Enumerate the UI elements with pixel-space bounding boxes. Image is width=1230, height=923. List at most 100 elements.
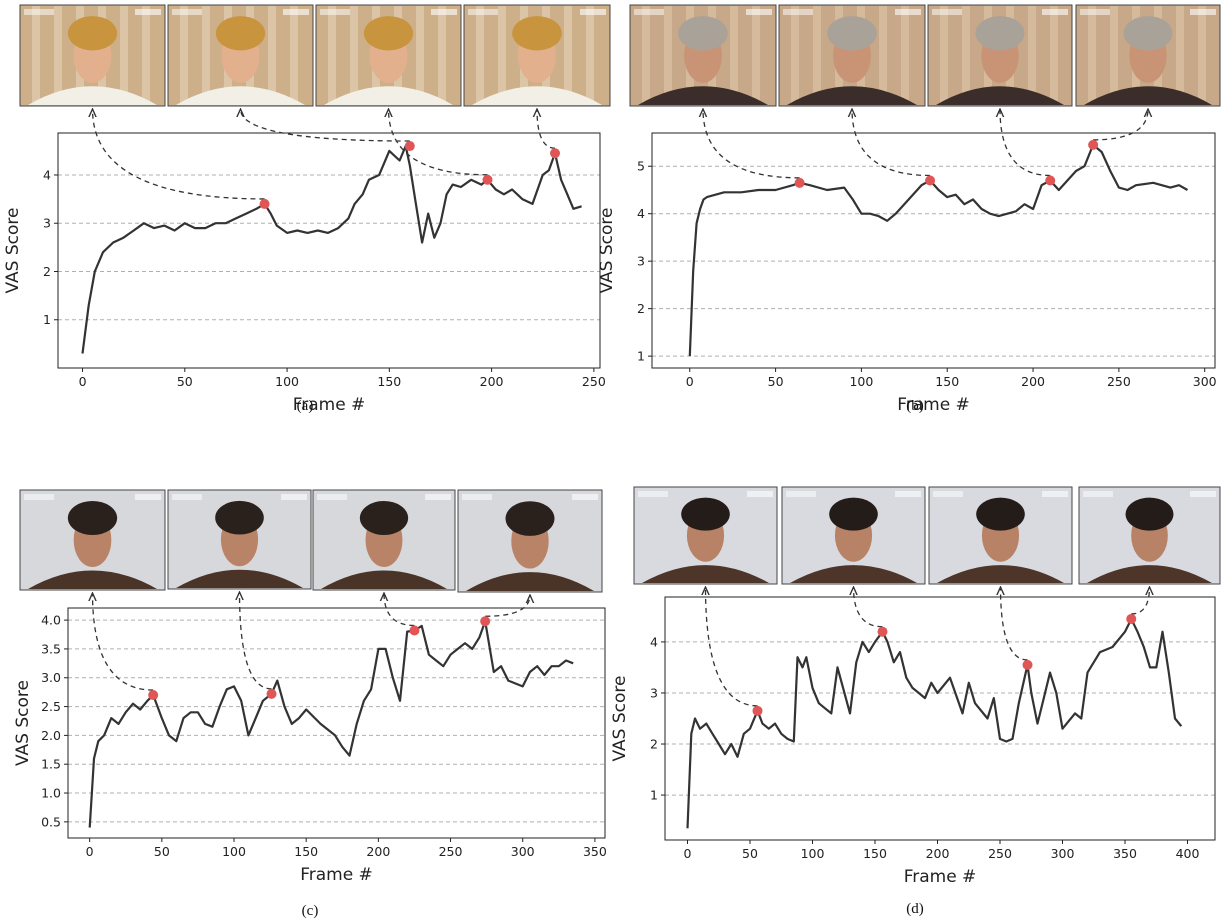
y-tick-label: 0.5	[41, 814, 61, 829]
wall-stripe	[180, 491, 188, 588]
frame-label	[1190, 491, 1216, 497]
y-axis-label: VAS Score	[3, 208, 23, 294]
x-tick-label: 250	[988, 846, 1012, 861]
y-axis-label: VAS Score	[610, 676, 630, 762]
shoulders	[790, 565, 917, 583]
frame-label	[283, 9, 309, 15]
shoulders	[638, 86, 768, 105]
y-axis-label: VAS Score	[597, 208, 617, 294]
hair	[67, 501, 118, 535]
x-tick-label: 250	[1107, 374, 1131, 389]
connector-arrow	[389, 109, 488, 176]
x-tick-label: 300	[1193, 374, 1217, 389]
x-tick-label: 200	[926, 846, 950, 861]
wall-stripe	[794, 488, 802, 583]
frame-label	[462, 494, 492, 500]
x-tick-label: 0	[86, 844, 94, 859]
x-tick-label: 250	[439, 844, 463, 859]
frame-label	[895, 9, 921, 15]
x-tick-label: 100	[275, 374, 299, 389]
connector-arrow	[240, 592, 272, 690]
wall-stripe	[642, 6, 650, 105]
x-tick-label: 200	[1021, 374, 1045, 389]
y-axis-label: VAS Score	[13, 680, 33, 766]
wall-stripe	[586, 6, 594, 105]
wall-stripe	[668, 488, 676, 583]
hair	[67, 16, 118, 51]
x-tick-label: 250	[582, 374, 606, 389]
highlight-point	[794, 177, 805, 188]
shoulders	[321, 570, 447, 589]
frame-label	[24, 9, 54, 15]
frame-label	[1190, 9, 1216, 15]
wall-stripe	[564, 6, 572, 105]
y-tick-label: 2	[637, 301, 645, 316]
x-tick-label: 50	[742, 846, 758, 861]
shoulders	[28, 86, 157, 105]
x-tick-label: 350	[1113, 846, 1137, 861]
plot-area	[652, 133, 1215, 368]
wall-stripe	[476, 6, 484, 105]
axes-frame	[67, 607, 606, 839]
highlight-point	[877, 626, 888, 637]
connector-arrow	[852, 109, 931, 177]
hair	[681, 497, 730, 531]
y-tick-label: 1	[43, 312, 51, 327]
x-tick-label: 100	[801, 846, 825, 861]
wall-stripe	[54, 6, 62, 105]
frame-label	[317, 494, 347, 500]
wall-stripe	[268, 491, 276, 588]
y-tick-label: 5	[637, 159, 645, 174]
thumbnail	[927, 4, 1073, 107]
frame-label	[747, 491, 773, 497]
wall-stripe	[120, 491, 128, 589]
thumbnail	[781, 486, 926, 585]
plot-area	[58, 133, 600, 368]
plot-area	[665, 597, 1215, 840]
highlight-point	[1126, 613, 1137, 624]
frame-label	[425, 494, 451, 500]
wall-stripe	[580, 491, 588, 591]
axes-frame	[664, 596, 1216, 841]
frame-label	[24, 494, 54, 500]
connector-arrow	[706, 587, 758, 707]
caption: (c)	[302, 903, 319, 919]
wall-stripe	[1091, 488, 1099, 583]
wall-stripe	[734, 488, 742, 583]
frame-label	[746, 9, 772, 15]
y-tick-label: 4.0	[41, 613, 61, 628]
thumbnail	[19, 489, 166, 591]
wall-stripe	[180, 6, 188, 105]
y-tick-label: 3	[637, 254, 645, 269]
x-tick-label: 200	[366, 844, 390, 859]
hair	[215, 16, 266, 51]
wall-stripe	[558, 491, 566, 591]
thumbnail	[167, 4, 314, 107]
frame-label	[634, 9, 664, 15]
wall-stripe	[940, 6, 948, 105]
wall-stripe	[492, 491, 500, 591]
y-tick-label: 3	[43, 216, 51, 231]
axes-frame	[651, 132, 1216, 369]
thumbnail	[1078, 486, 1221, 585]
highlight-point	[480, 616, 491, 627]
y-tick-label: 2	[650, 737, 658, 752]
wall-stripe	[962, 6, 970, 105]
highlight-point	[482, 174, 493, 185]
connector-arrow	[93, 593, 154, 691]
wall-stripe	[963, 488, 971, 583]
x-tick-label: 0	[686, 374, 694, 389]
y-tick-label: 1	[637, 349, 645, 364]
hair	[359, 501, 409, 535]
connector-arrow	[703, 109, 800, 179]
wall-stripe	[202, 491, 210, 588]
wall-stripe	[791, 6, 799, 105]
hair	[363, 16, 414, 51]
frame-label	[431, 9, 457, 15]
thumbnail	[457, 489, 603, 593]
hair	[678, 16, 728, 51]
shoulders	[176, 86, 305, 105]
wall-stripe	[32, 6, 40, 105]
shoulders	[1084, 86, 1212, 105]
